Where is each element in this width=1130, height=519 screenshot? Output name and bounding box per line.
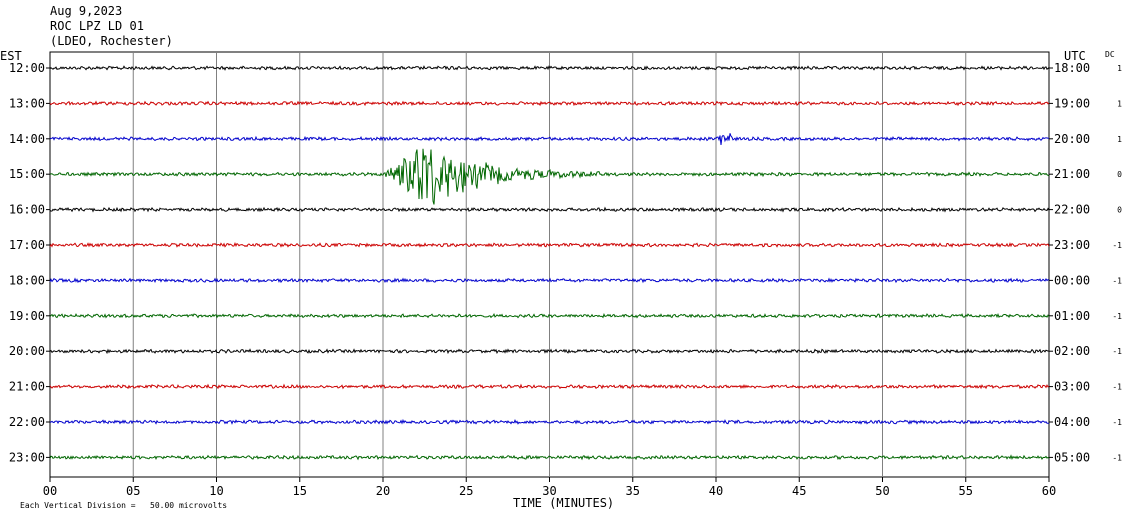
row-label-utc: 04:00 (1054, 415, 1090, 429)
row-label-est: 12:00 (9, 61, 45, 75)
row-label-est: 16:00 (9, 203, 45, 217)
x-tick-label: 45 (792, 484, 806, 498)
trace-row-line (49, 418, 1050, 425)
row-dc-value: 1 (1117, 64, 1122, 73)
row-label-utc: 21:00 (1054, 167, 1090, 181)
left-timezone-label: EST (0, 49, 22, 63)
x-tick-label: 40 (709, 484, 723, 498)
row-label-utc: 22:00 (1054, 203, 1090, 217)
row-label-utc: 05:00 (1054, 450, 1090, 464)
trace-row-line (49, 148, 1050, 205)
row-label-est: 15:00 (9, 167, 45, 181)
dc-label: DC (1105, 50, 1115, 59)
row-label-est: 19:00 (9, 309, 45, 323)
trace-row-line (49, 65, 1050, 71)
row-label-est: 22:00 (9, 415, 45, 429)
row-dc-value: 1 (1117, 135, 1122, 144)
x-tick-label: 30 (542, 484, 556, 498)
trace-row-line (49, 383, 1050, 390)
row-dc-value: -1 (1112, 418, 1122, 427)
trace-row-line (49, 312, 1050, 319)
row-dc-value: 1 (1117, 99, 1122, 108)
row-label-est: 13:00 (9, 96, 45, 110)
trace-row-line (49, 133, 1050, 145)
scale-note: Each Vertical Division = 50.00 microvolt… (20, 501, 228, 510)
row-label-utc: 23:00 (1054, 238, 1090, 252)
row-dc-value: 0 (1117, 170, 1122, 179)
row-label-est: 20:00 (9, 344, 45, 358)
row-label-utc: 01:00 (1054, 309, 1090, 323)
x-tick-label: 15 (293, 484, 307, 498)
x-tick-label: 55 (959, 484, 973, 498)
row-dc-value: 0 (1117, 206, 1122, 215)
row-label-utc: 19:00 (1054, 96, 1090, 110)
row-label-est: 21:00 (9, 380, 45, 394)
row-dc-value: -1 (1112, 276, 1122, 285)
trace-row-line (49, 242, 1050, 248)
trace-row-line (49, 206, 1050, 213)
row-label-utc: 18:00 (1054, 61, 1090, 75)
x-tick-label: 35 (626, 484, 640, 498)
row-dc-value: -1 (1112, 453, 1122, 462)
trace-row-line (49, 348, 1050, 355)
x-tick-label: 50 (875, 484, 889, 498)
x-tick-label: 05 (126, 484, 140, 498)
row-label-est: 17:00 (9, 238, 45, 252)
right-timezone-label: UTC (1064, 49, 1086, 63)
x-axis-title: TIME (MINUTES) (513, 496, 615, 510)
header-date: Aug 9,2023 (50, 4, 123, 18)
row-label-est: 23:00 (9, 450, 45, 464)
trace-row-line (49, 454, 1050, 461)
row-label-est: 18:00 (9, 273, 45, 287)
header-network: (LDEO, Rochester) (50, 34, 173, 48)
row-label-utc: 02:00 (1054, 344, 1090, 358)
row-dc-value: -1 (1112, 347, 1122, 356)
row-dc-value: -1 (1112, 383, 1122, 392)
trace-row-line (49, 277, 1050, 284)
trace-row-line (49, 100, 1050, 107)
x-tick-label: 00 (43, 484, 57, 498)
row-label-est: 14:00 (9, 132, 45, 146)
row-label-utc: 03:00 (1054, 380, 1090, 394)
x-tick-label: 60 (1042, 484, 1056, 498)
x-tick-label: 25 (459, 484, 473, 498)
header-station: ROC LPZ LD 01 (50, 19, 144, 33)
row-dc-value: -1 (1112, 241, 1122, 250)
x-tick-label: 10 (209, 484, 223, 498)
row-label-utc: 00:00 (1054, 273, 1090, 287)
x-tick-label: 20 (376, 484, 390, 498)
row-dc-value: -1 (1112, 312, 1122, 321)
row-label-utc: 20:00 (1054, 132, 1090, 146)
